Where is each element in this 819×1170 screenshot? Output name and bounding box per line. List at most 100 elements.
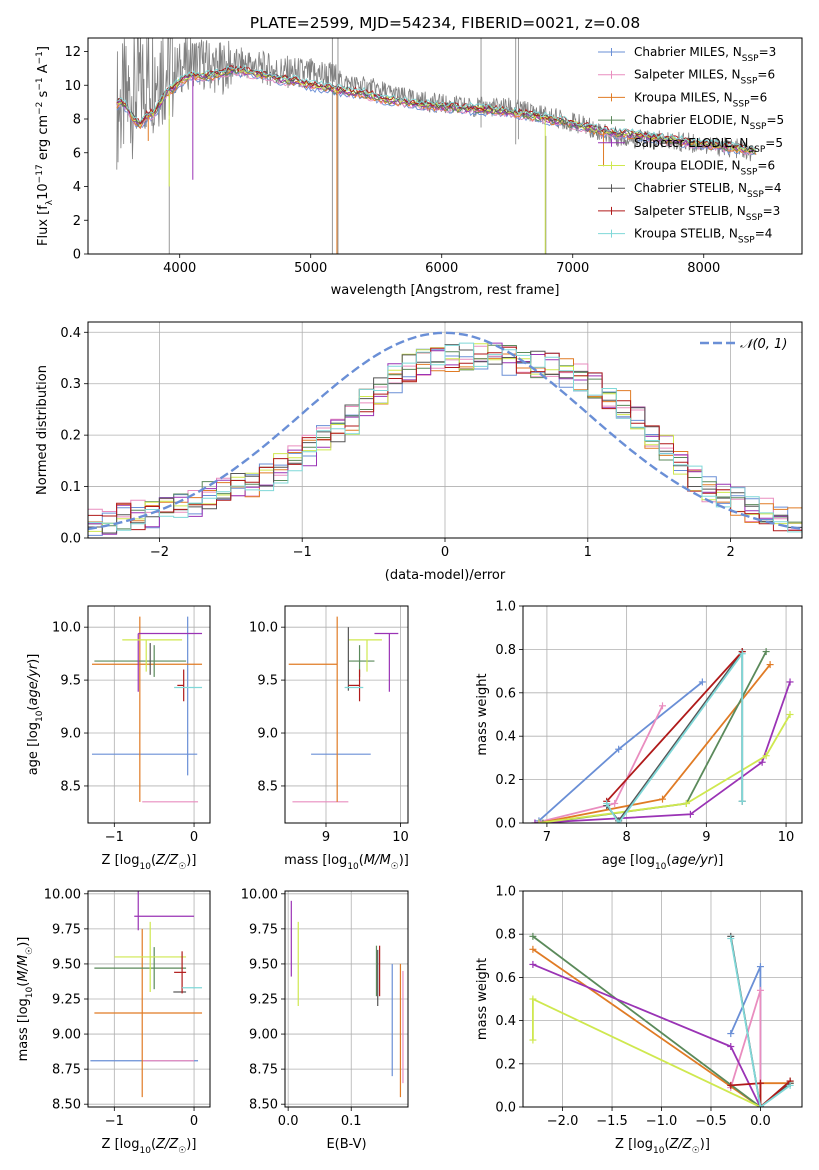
label-part: −1 xyxy=(35,51,45,64)
x-tick-label: 0 xyxy=(190,1114,198,1129)
label-part: −1 xyxy=(35,77,45,90)
y-tick-label: 8.50 xyxy=(249,1098,278,1113)
x-tick-label: 0 xyxy=(190,830,198,845)
model-line xyxy=(116,64,757,151)
label-part: age [log xyxy=(602,853,655,868)
y-tick-label: 10.0 xyxy=(52,621,81,636)
mass-vs-EBV-axes: 0.0 0.1 8.50 8.75 9.00 9.25 9.50 9.75 10.00 xyxy=(241,887,408,1129)
label-part: )] xyxy=(713,853,723,868)
model-line xyxy=(116,70,757,156)
label-part: −17 xyxy=(35,164,45,183)
label-part: =3 xyxy=(763,204,781,218)
y-tick-label: 10.00 xyxy=(241,887,278,902)
label-part: A xyxy=(36,64,51,77)
y-tick-label: 0.2 xyxy=(495,773,516,788)
age-vs-Z-xlabel: Z [log10(Z/Z☉)] xyxy=(102,853,197,872)
x-tick-label: −1.0 xyxy=(646,1114,678,1129)
spectrum-frame xyxy=(87,37,803,255)
y-tick-label: 8.50 xyxy=(52,1098,81,1113)
legend-label: Kroupa ELODIE, NSSP=6 xyxy=(634,159,775,178)
weight-line xyxy=(729,938,791,1107)
y-tick-label: 1.0 xyxy=(495,600,516,615)
label-part: Kroupa ELODIE, N xyxy=(634,159,741,173)
mass-vs-EBV-frame xyxy=(284,890,409,1108)
label-part: =5 xyxy=(765,136,783,150)
label-part: SSP xyxy=(733,99,750,109)
label-part: Z [log xyxy=(102,853,140,868)
label-part: SSP xyxy=(742,54,759,64)
legend-label: Salpeter MILES, NSSP=6 xyxy=(634,68,775,87)
label-part: =4 xyxy=(755,227,773,241)
age-vs-mass-axes: 9 10 8.5 9.0 9.5 10.0 xyxy=(249,606,409,845)
label-part: Z/Z xyxy=(155,1137,179,1152)
label-part: ☉ xyxy=(178,862,186,872)
label-part: Z/Z xyxy=(155,853,179,868)
label-part: ( xyxy=(151,1137,156,1152)
y-tick-label: 4 xyxy=(73,180,81,195)
label-part: Salpeter STELIB, N xyxy=(634,204,746,218)
y-tick-label: 9.0 xyxy=(257,727,278,742)
label-part: Salpeter MILES, N xyxy=(634,68,741,82)
y-tick-label: 8 xyxy=(73,113,81,128)
x-tick-label: 0 xyxy=(441,545,449,560)
label-part: mass [log xyxy=(284,853,347,868)
label-part: Z/Z xyxy=(669,1137,693,1152)
label-part: age/yr xyxy=(671,853,714,868)
massweight-vs-Z-ylabel: mass weight xyxy=(475,958,490,1040)
label-part: ] xyxy=(36,46,51,51)
gaussian-curve xyxy=(88,331,802,531)
label-part: SSP xyxy=(741,77,758,87)
mass-vs-EBV-xlabel: E(B-V) xyxy=(326,1137,366,1152)
y-tick-label: 0.0 xyxy=(60,532,81,547)
y-tick-label: 0.4 xyxy=(60,326,81,341)
x-tick-label: 2 xyxy=(726,545,734,560)
spectrum-axes: 4000 5000 6000 7000 8000 0 2 4 6 8 10 12 xyxy=(64,45,720,276)
y-tick-label: 0.0 xyxy=(495,817,516,832)
label-part: 10 xyxy=(36,183,51,200)
weight-line xyxy=(606,650,743,802)
legend-label: Salpeter ELODIE, NSSP=5 xyxy=(634,136,783,155)
label-part: Chabrier ELODIE, N xyxy=(634,113,750,127)
weight-line xyxy=(534,681,791,823)
label-part: =4 xyxy=(764,181,782,195)
y-tick-label: 9.0 xyxy=(60,727,81,742)
label-part: )] xyxy=(399,853,409,868)
mass-vs-Z-axes: −1 0 8.50 8.75 9.00 9.25 9.50 9.75 10.00 xyxy=(44,887,210,1129)
spectrum-lines xyxy=(116,38,757,254)
y-tick-label: 9.00 xyxy=(249,1028,278,1043)
label-part: 10 xyxy=(139,862,151,872)
label-part: ☉ xyxy=(25,947,35,955)
age-vs-Z-frame xyxy=(87,605,211,824)
label-part: ( xyxy=(664,1137,669,1152)
label-part: )] xyxy=(700,1137,710,1152)
y-tick-label: 0.2 xyxy=(495,1057,516,1072)
gaussian-legend-label: 𝒩(0, 1) xyxy=(740,337,787,352)
legend-label: Chabrier MILES, NSSP=3 xyxy=(634,45,776,64)
y-tick-label: 8.5 xyxy=(60,779,81,794)
model-line xyxy=(116,68,757,153)
y-tick-label: 9.75 xyxy=(52,922,81,937)
y-tick-label: 9.50 xyxy=(249,957,278,972)
y-tick-label: 0.3 xyxy=(60,377,81,392)
x-tick-label: −1 xyxy=(105,830,124,845)
age-vs-Z-axes: −1 0 8.5 9.0 9.5 10.0 xyxy=(52,606,210,845)
mass-vs-Z-ylabel: mass [log10(M/M☉)] xyxy=(16,937,35,1062)
label-part: ( xyxy=(16,982,31,987)
label-part: Z [log xyxy=(102,1137,140,1152)
x-tick-label: 8 xyxy=(622,830,630,845)
spectrum-ylabel: Flux [fλ10−17 erg cm−2 s−1 A−1] xyxy=(35,46,55,246)
label-part: SSP xyxy=(750,122,767,132)
label-part: λ xyxy=(45,199,55,205)
flux-ylabel: Flux [fλ10−17 erg cm−2 s−1 A−1] xyxy=(35,46,55,246)
label-part: age/yr xyxy=(26,662,41,705)
weight-line xyxy=(605,650,744,823)
weight-line xyxy=(538,664,771,823)
label-part: mass [log xyxy=(16,998,31,1061)
label-part: SSP xyxy=(747,190,764,200)
y-tick-label: 0.0 xyxy=(495,1101,516,1116)
weight-line xyxy=(538,681,703,822)
x-tick-label: 0.1 xyxy=(341,1114,362,1129)
y-tick-label: 9.25 xyxy=(249,993,278,1008)
label-part: SSP xyxy=(746,213,763,223)
